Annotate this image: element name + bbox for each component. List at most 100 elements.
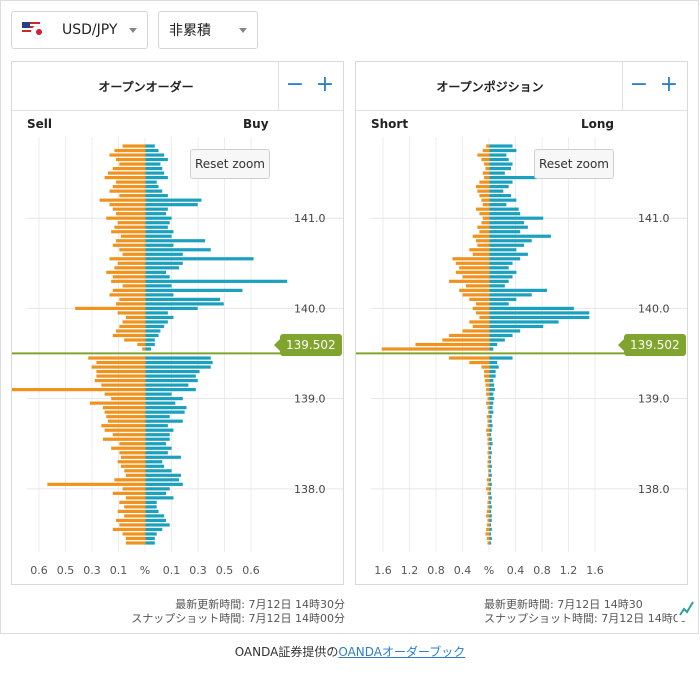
right-bar [489, 153, 507, 157]
reset-zoom-button[interactable]: Reset zoom [534, 149, 614, 179]
right-bar [145, 478, 180, 482]
left-bar [486, 392, 490, 396]
x-tick-label: % [140, 564, 150, 577]
right-bar [489, 284, 505, 288]
x-tick-label: 0.6 [242, 564, 260, 577]
right-bar [489, 491, 492, 495]
x-tick-label: 0.6 [30, 564, 48, 577]
right-bar [145, 297, 221, 301]
left-bar [112, 166, 146, 171]
left-bar [469, 297, 490, 301]
left-bar [481, 157, 490, 162]
reset-zoom-button[interactable]: Reset zoom [190, 149, 270, 179]
left-bar [94, 378, 146, 383]
right-bar [489, 279, 509, 283]
right-bar [145, 518, 167, 523]
left-bar [96, 369, 146, 374]
credit-line: OANDA証券提供のOANDAオーダーブック [0, 643, 700, 660]
right-bar [489, 306, 574, 311]
y-tick-label: 140.0 [294, 302, 326, 315]
left-bar [112, 527, 146, 532]
left-bar [484, 162, 490, 166]
left-bar [486, 388, 490, 392]
left-bar [96, 374, 146, 378]
left-bar [487, 460, 490, 464]
oanda-orderbook-link[interactable]: OANDAオーダーブック [338, 645, 466, 659]
right-bar [145, 460, 163, 464]
zoom-controls: − + [278, 62, 343, 110]
last-updated-time: 最新更新時間: 7月12日 14時30分 [175, 598, 345, 611]
right-bar [489, 464, 492, 468]
left-bar [112, 433, 146, 437]
zoom-out-button[interactable]: − [285, 72, 305, 97]
left-bar [476, 185, 490, 189]
right-bar [489, 500, 492, 504]
left-bar [120, 464, 146, 468]
right-bar [145, 509, 159, 514]
left-bar [114, 148, 146, 153]
right-bar [489, 315, 590, 320]
currency-select[interactable]: USD/JPY [11, 11, 148, 49]
right-bar [145, 374, 196, 378]
right-bar [145, 248, 211, 252]
left-bar [481, 221, 490, 225]
right-bar [145, 320, 168, 324]
right-bar [145, 392, 172, 396]
right-bar [489, 148, 517, 153]
chevron-down-icon [129, 28, 137, 33]
left-bar [486, 523, 490, 527]
right-bar [145, 419, 183, 423]
left-bar [117, 509, 146, 514]
left-bar [119, 324, 146, 329]
left-bar [106, 415, 146, 419]
zoom-in-button[interactable]: + [315, 72, 335, 97]
right-bar [145, 207, 168, 211]
left-bar [114, 478, 146, 482]
right-bar [145, 261, 183, 265]
right-bar [489, 311, 590, 315]
right-bar [145, 487, 170, 491]
right-bar [489, 230, 521, 234]
right-bar [145, 356, 211, 360]
right-bar [145, 536, 155, 541]
left-bar [469, 360, 490, 365]
long-label: Long [581, 117, 615, 131]
right-bar [489, 198, 517, 202]
right-bar [489, 518, 492, 523]
left-bar [472, 252, 490, 256]
right-bar [145, 437, 170, 441]
left-bar [116, 157, 146, 162]
right-bar [489, 523, 492, 527]
right-bar [145, 153, 165, 157]
right-bar [145, 406, 187, 410]
left-bar [486, 536, 490, 541]
y-tick-label: 139.0 [638, 393, 670, 406]
left-bar [462, 275, 490, 279]
left-bar [109, 203, 146, 207]
right-bar [489, 360, 498, 365]
left-bar [88, 356, 146, 360]
left-bar [487, 451, 490, 455]
right-bar [489, 320, 559, 324]
left-bar [112, 207, 146, 211]
right-bar [489, 252, 528, 256]
zoom-in-button[interactable]: + [659, 72, 679, 97]
left-bar [415, 342, 490, 347]
right-bar [489, 171, 505, 175]
panel-header: オープンオーダー − + [12, 62, 343, 111]
left-bar [109, 293, 146, 297]
left-bar [488, 446, 490, 450]
left-bar [117, 311, 146, 315]
mode-select[interactable]: 非累積 [158, 11, 258, 49]
left-bar [485, 532, 490, 536]
left-bar [112, 243, 146, 247]
left-bar [101, 383, 146, 387]
zoom-out-button[interactable]: − [629, 72, 649, 97]
left-bar [119, 451, 146, 455]
right-bar [145, 302, 224, 306]
right-bar [145, 442, 167, 446]
left-bar [122, 487, 146, 491]
left-bar [89, 401, 146, 405]
right-bar [145, 496, 174, 500]
left-bar [119, 194, 146, 198]
